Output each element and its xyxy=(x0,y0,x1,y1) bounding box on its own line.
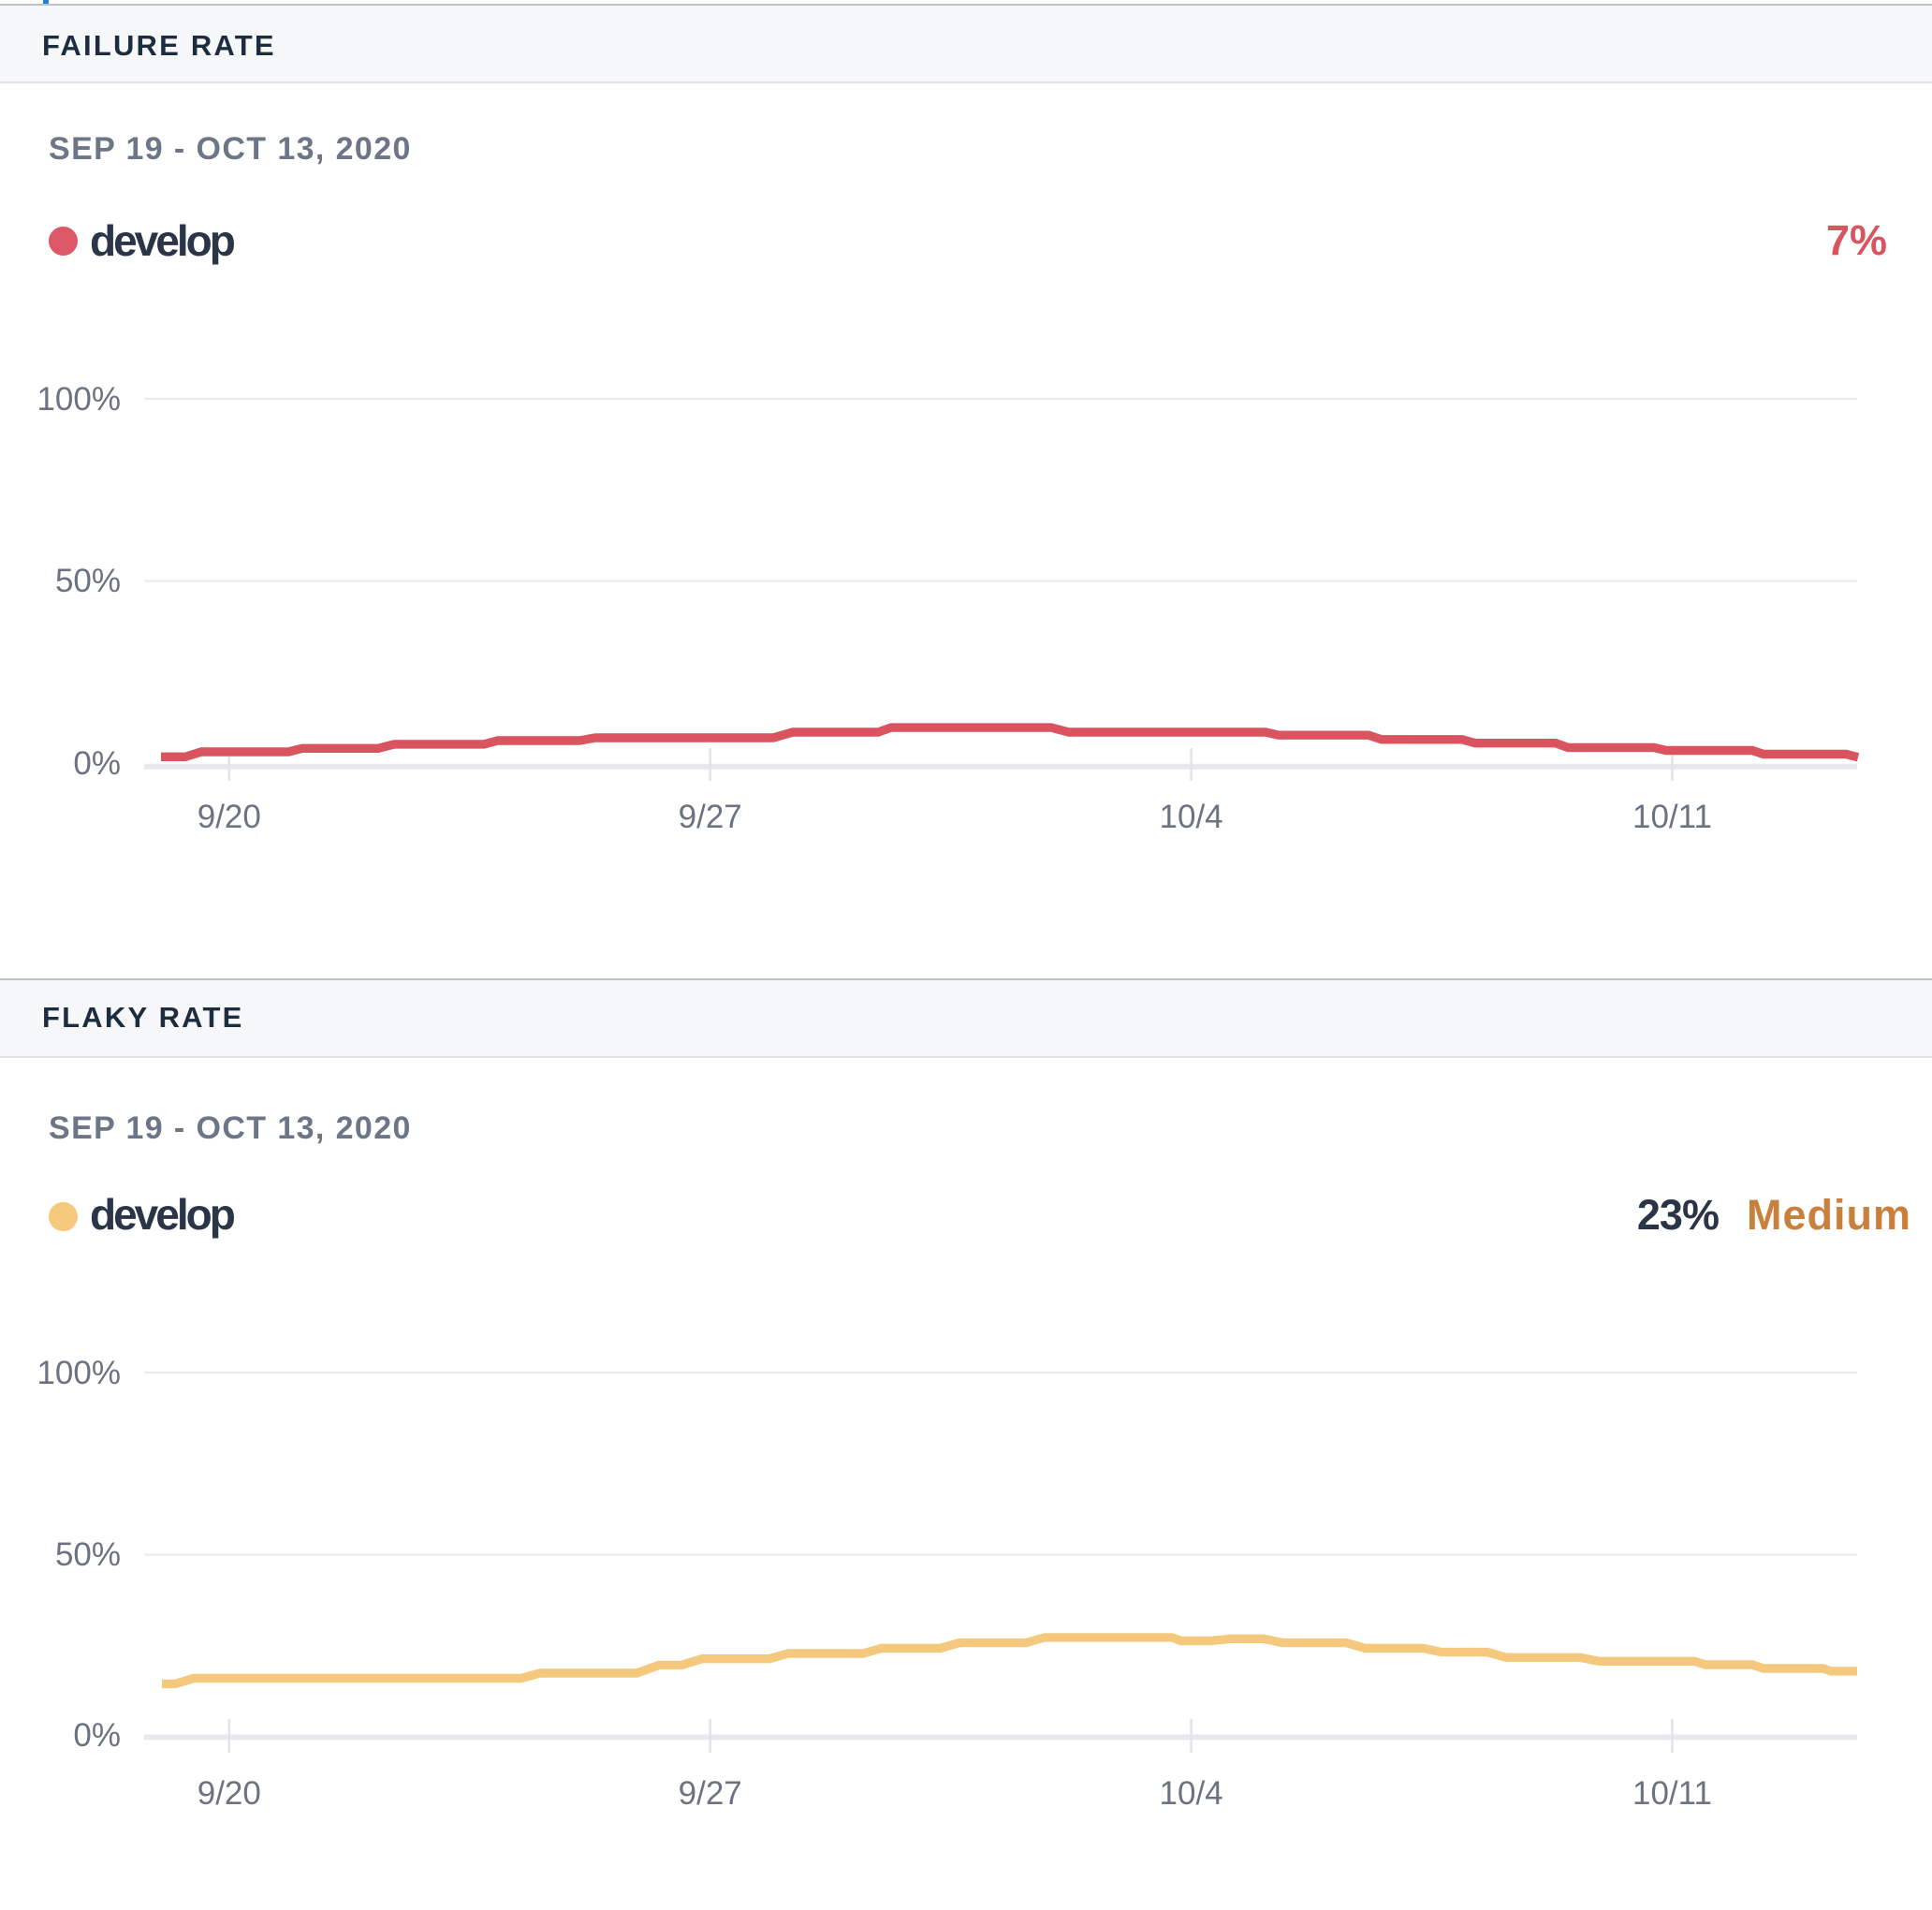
svg-text:10/11: 10/11 xyxy=(1632,1775,1712,1812)
svg-text:9/20: 9/20 xyxy=(198,799,261,835)
svg-text:9/20: 9/20 xyxy=(198,1775,261,1812)
svg-text:0%: 0% xyxy=(73,745,121,782)
svg-text:10/11: 10/11 xyxy=(1632,799,1712,835)
svg-text:100%: 100% xyxy=(37,381,121,418)
svg-text:100%: 100% xyxy=(37,1355,121,1391)
svg-text:50%: 50% xyxy=(55,563,121,599)
svg-text:10/4: 10/4 xyxy=(1160,1775,1223,1812)
svg-text:9/27: 9/27 xyxy=(679,799,742,835)
svg-text:10/4: 10/4 xyxy=(1160,799,1223,835)
svg-text:9/27: 9/27 xyxy=(679,1775,742,1812)
svg-text:50%: 50% xyxy=(55,1536,121,1573)
svg-text:0%: 0% xyxy=(73,1717,121,1754)
